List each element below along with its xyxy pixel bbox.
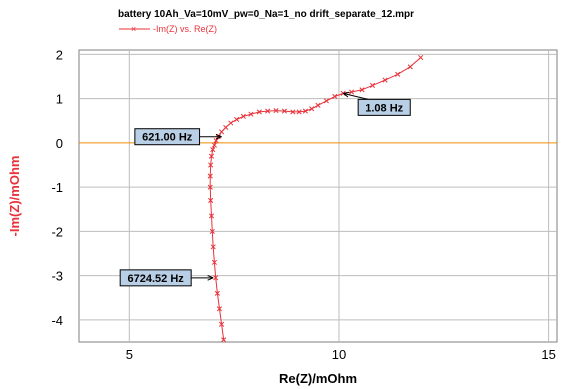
y-tick-label: -3 bbox=[51, 269, 63, 284]
data-point bbox=[332, 93, 338, 100]
y-tick-label: -1 bbox=[51, 180, 63, 195]
legend-label: -Im(Z) vs. Re(Z) bbox=[153, 24, 217, 34]
data-point bbox=[382, 77, 388, 83]
annotation-box bbox=[119, 269, 192, 287]
data-point bbox=[296, 109, 302, 115]
data-point bbox=[248, 111, 254, 117]
data-point bbox=[207, 173, 213, 179]
annotation-label: 621.00 Hz bbox=[142, 132, 193, 144]
annotation-label: 6724.52 Hz bbox=[128, 273, 185, 285]
data-point bbox=[315, 102, 321, 108]
data-point bbox=[219, 321, 225, 327]
data-point bbox=[208, 153, 215, 159]
data-point bbox=[348, 89, 355, 95]
plot-area bbox=[78, 49, 558, 343]
data-point bbox=[208, 197, 214, 203]
data-point bbox=[213, 138, 219, 144]
annotation: 6724.52 Hz bbox=[119, 269, 214, 287]
annotations: 621.00 Hz 1.08 Hz 6724.52 Hz bbox=[119, 91, 411, 287]
data-point bbox=[309, 106, 315, 112]
y-tick-label: 1 bbox=[56, 92, 63, 107]
data-point bbox=[302, 108, 308, 114]
data-point bbox=[228, 120, 234, 126]
data-point bbox=[418, 54, 424, 61]
y-tick-labels: 2 1 0 -1 -2 -3 -4 bbox=[51, 47, 63, 327]
x-axis-label: Re(Z)/mOhm bbox=[279, 371, 357, 386]
data-point bbox=[213, 275, 219, 281]
y-tick-label: 2 bbox=[56, 47, 63, 62]
annotation-arrowhead bbox=[342, 91, 350, 98]
x-tick-labels: 5 10 15 bbox=[126, 347, 556, 362]
data-point bbox=[273, 108, 279, 114]
annotation-arrowhead bbox=[207, 275, 214, 281]
data-point bbox=[207, 184, 213, 190]
annotation: 621.00 Hz bbox=[134, 128, 222, 146]
annotation: 1.08 Hz bbox=[342, 91, 411, 116]
y-tick-label: -4 bbox=[51, 313, 63, 328]
data-point bbox=[223, 124, 229, 130]
data-point bbox=[256, 109, 262, 115]
data-point bbox=[210, 146, 216, 153]
y-tick-label: 0 bbox=[56, 136, 63, 151]
chart-title: battery 10Ah_Va=10mV_pw=0_Na=1_no drift_… bbox=[118, 9, 414, 20]
legend: × -Im(Z) vs. Re(Z) bbox=[119, 24, 217, 34]
data-point bbox=[209, 228, 215, 234]
data-point bbox=[219, 129, 225, 135]
data-point bbox=[369, 82, 376, 88]
data-point bbox=[208, 213, 215, 219]
x-tick-label: 10 bbox=[332, 347, 346, 362]
data-point bbox=[216, 306, 223, 312]
data-point bbox=[234, 116, 240, 123]
data-point bbox=[211, 259, 217, 265]
data-point bbox=[265, 108, 271, 114]
y-tick-label: -2 bbox=[51, 224, 63, 239]
data-point bbox=[395, 71, 401, 77]
grid bbox=[79, 50, 557, 342]
data-point bbox=[208, 162, 214, 168]
annotation-box bbox=[357, 98, 411, 116]
data-point bbox=[323, 98, 329, 104]
annotation-arrow bbox=[343, 92, 369, 100]
data-point bbox=[407, 64, 413, 70]
x-tick-label: 15 bbox=[541, 347, 555, 362]
legend-marker: × bbox=[131, 24, 136, 34]
data-point bbox=[281, 108, 288, 114]
data-point bbox=[240, 113, 246, 119]
data-point bbox=[359, 87, 365, 93]
data-point bbox=[210, 244, 216, 250]
annotation-label: 1.08 Hz bbox=[365, 102, 403, 114]
data-point bbox=[221, 337, 227, 343]
data-point bbox=[290, 109, 296, 115]
x-tick-label: 5 bbox=[126, 347, 133, 362]
data-point bbox=[211, 142, 217, 148]
annotation-arrowhead bbox=[215, 133, 222, 140]
annotation-box bbox=[134, 128, 201, 146]
data-point bbox=[214, 290, 220, 296]
y-axis-label: -Im(Z)/mOhm bbox=[7, 156, 22, 237]
